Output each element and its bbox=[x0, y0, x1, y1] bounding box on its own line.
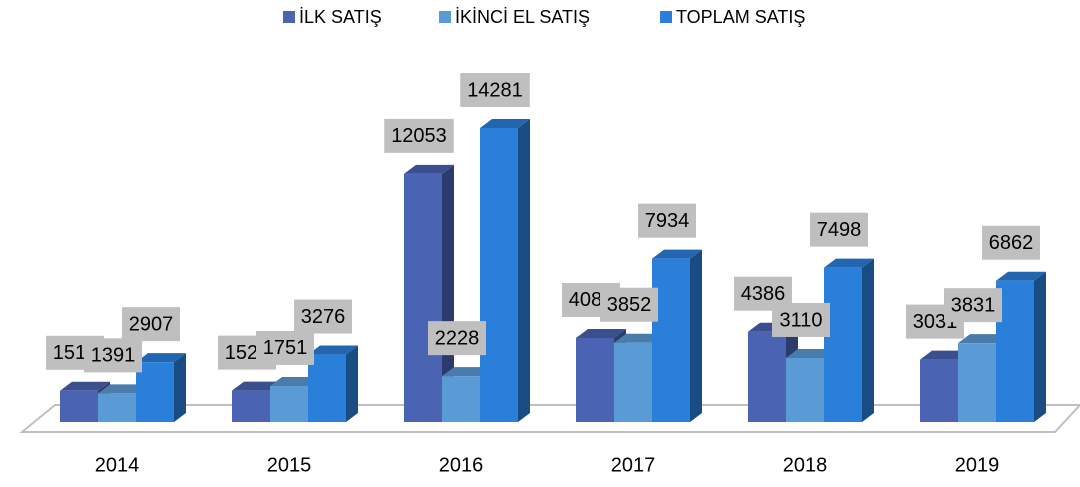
bar-top bbox=[824, 258, 874, 268]
data-label: 6862 bbox=[989, 232, 1034, 254]
x-tick-label: 2018 bbox=[783, 454, 828, 476]
bar-side bbox=[346, 345, 358, 422]
bar-top bbox=[308, 345, 358, 355]
bar-top bbox=[136, 353, 186, 363]
bar bbox=[404, 164, 454, 422]
data-label-box bbox=[428, 321, 486, 356]
bar bbox=[136, 353, 186, 422]
data-label-box bbox=[982, 225, 1040, 260]
bar-front bbox=[920, 359, 958, 422]
x-tick-label: 2014 bbox=[95, 454, 140, 476]
bar-side bbox=[174, 353, 186, 422]
bar bbox=[308, 345, 358, 422]
legend-swatch bbox=[283, 11, 295, 23]
x-tick-label: 2015 bbox=[267, 454, 312, 476]
data-label-box bbox=[810, 212, 868, 247]
bar-front bbox=[98, 393, 136, 422]
bar-front bbox=[308, 354, 346, 422]
data-label: 1391 bbox=[91, 345, 136, 367]
data-label: 4386 bbox=[741, 283, 786, 305]
bar-front bbox=[442, 376, 480, 422]
bar-side bbox=[518, 119, 530, 422]
data-label: 3110 bbox=[779, 309, 822, 331]
data-label-box bbox=[772, 302, 830, 337]
bar-front bbox=[136, 362, 174, 422]
bar-front bbox=[748, 331, 786, 422]
bar-front bbox=[576, 337, 614, 422]
legend-label: İKİNCİ EL SATIŞ bbox=[455, 7, 590, 27]
bar bbox=[824, 258, 874, 422]
bar-front bbox=[232, 390, 270, 422]
data-label-box bbox=[122, 307, 180, 342]
bar bbox=[480, 119, 530, 422]
bar-top bbox=[576, 328, 626, 338]
bar-front bbox=[996, 280, 1034, 422]
data-label-box bbox=[460, 73, 530, 107]
bar-front bbox=[824, 267, 862, 422]
bar bbox=[652, 249, 702, 422]
bar-top bbox=[652, 249, 702, 259]
legend-swatch bbox=[439, 11, 451, 23]
data-label: 14281 bbox=[467, 79, 523, 101]
data-label-box bbox=[638, 203, 696, 238]
legend-label: TOPLAM SATIŞ bbox=[676, 7, 805, 27]
bar-front bbox=[480, 128, 518, 422]
bar-front bbox=[270, 385, 308, 422]
bar-top bbox=[232, 381, 282, 391]
bar bbox=[996, 271, 1046, 422]
x-tick-label: 2016 bbox=[439, 454, 484, 476]
data-label: 12053 bbox=[391, 125, 447, 147]
bar-front bbox=[958, 343, 996, 422]
bar-front bbox=[404, 173, 442, 422]
bar-top bbox=[98, 384, 148, 394]
bar-top bbox=[958, 334, 1008, 344]
bar-top bbox=[920, 350, 970, 360]
bar-side bbox=[862, 258, 874, 422]
bar-front bbox=[786, 357, 824, 422]
bar-top bbox=[404, 164, 454, 174]
bar-top bbox=[786, 348, 836, 358]
x-tick-label: 2019 bbox=[955, 454, 1000, 476]
bar-top bbox=[614, 333, 664, 343]
legend-label: İLK SATIŞ bbox=[299, 7, 382, 27]
data-label: 3831 bbox=[951, 294, 996, 316]
data-label: 7498 bbox=[817, 219, 862, 241]
data-label-box bbox=[944, 288, 1002, 323]
data-label: 3276 bbox=[301, 306, 346, 328]
data-label-box bbox=[600, 287, 658, 322]
bar-top bbox=[60, 381, 110, 391]
bar-top bbox=[480, 119, 530, 128]
data-label: 3852 bbox=[607, 294, 652, 316]
bar-front bbox=[652, 258, 690, 422]
bar-top bbox=[996, 271, 1046, 281]
bar-side bbox=[690, 249, 702, 422]
data-label: 2228 bbox=[435, 327, 480, 349]
data-label: 2907 bbox=[129, 313, 174, 335]
data-label: 7934 bbox=[645, 210, 690, 232]
bar-front bbox=[60, 390, 98, 422]
data-label: 1751 bbox=[263, 337, 308, 359]
bar-top bbox=[442, 367, 492, 377]
data-label-box bbox=[294, 299, 352, 334]
legend-swatch bbox=[660, 11, 672, 23]
floor bbox=[19, 404, 1080, 433]
bar-side bbox=[1034, 271, 1046, 422]
x-tick-label: 2017 bbox=[611, 454, 656, 476]
bar-front bbox=[614, 342, 652, 422]
data-label-box bbox=[256, 330, 314, 365]
data-label-box bbox=[384, 118, 454, 153]
bar-top bbox=[270, 376, 320, 386]
bar-side bbox=[442, 164, 454, 422]
data-label-box bbox=[84, 338, 142, 373]
